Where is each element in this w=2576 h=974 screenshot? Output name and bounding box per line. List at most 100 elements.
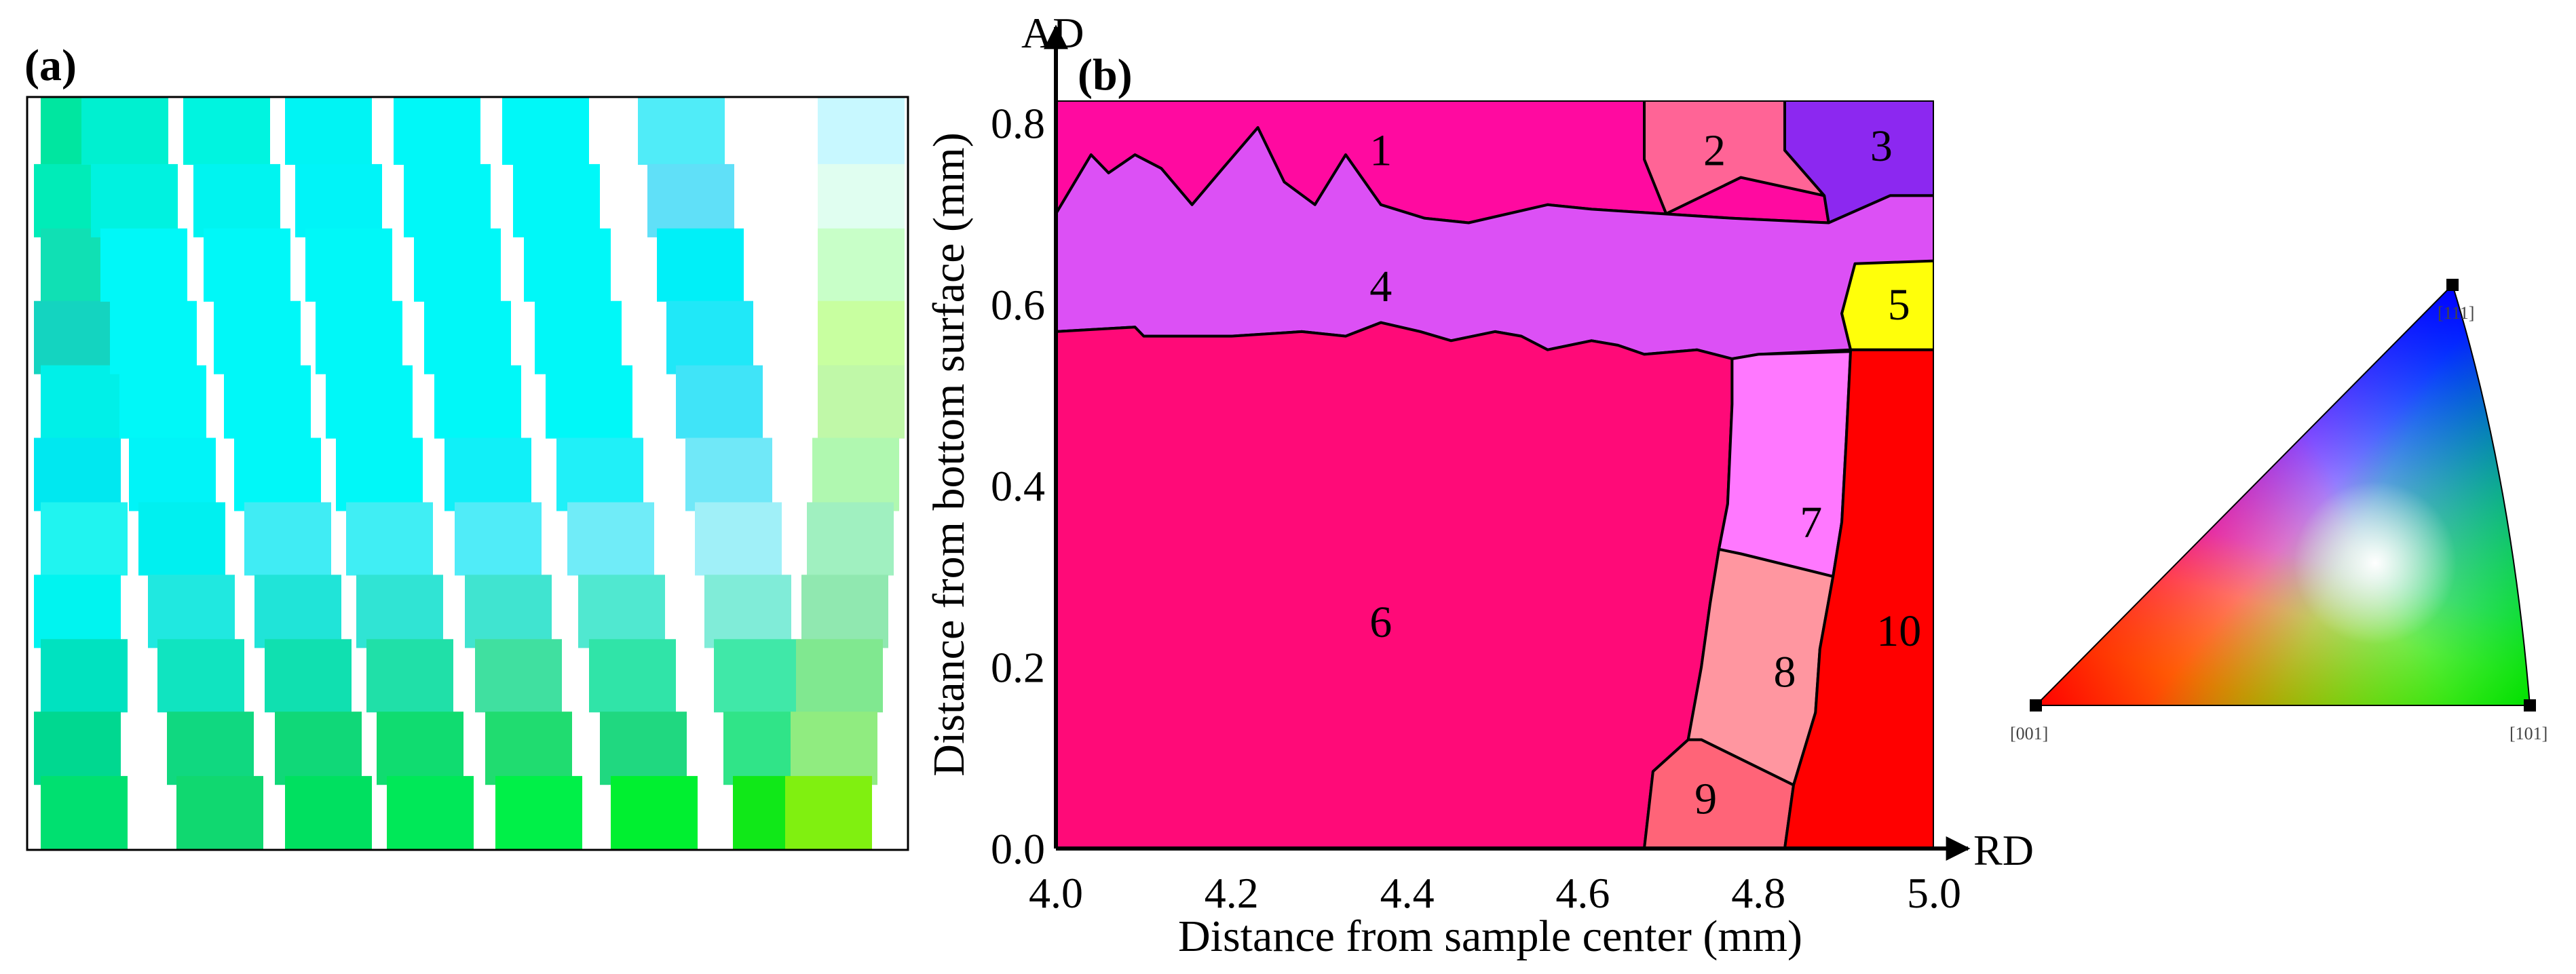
grain-6-region	[1056, 321, 1734, 849]
orientation-cell	[791, 712, 877, 785]
orientation-cell	[818, 365, 905, 439]
orientation-cell	[41, 776, 128, 850]
grain-9-label: 9	[1694, 775, 1717, 824]
orientation-cell	[495, 776, 582, 850]
orientation-cell	[567, 502, 654, 576]
orientation-cell	[275, 712, 362, 785]
panel-b-label: (b)	[1078, 50, 1133, 100]
grain-7-region	[1718, 350, 1853, 578]
orientation-cell	[465, 574, 552, 648]
orientation-cell	[818, 228, 905, 302]
orientation-cell	[377, 712, 463, 785]
ipf-corner-001-marker	[2030, 699, 2042, 712]
ipf-label-001: [001]	[2010, 724, 2048, 743]
orientation-cell	[676, 365, 763, 439]
orientation-cell	[666, 300, 753, 374]
x-tick-labels: 4.0 4.2 4.4 4.6 4.8 5.0	[1029, 869, 1961, 917]
orientation-cell	[254, 574, 341, 648]
orientation-cell	[326, 365, 413, 439]
grain-1-label: 1	[1369, 126, 1392, 176]
orientation-cell	[214, 300, 301, 374]
x-tick-label: 4.0	[1029, 869, 1083, 917]
orientation-cell	[502, 97, 589, 165]
orientation-cell	[485, 712, 572, 785]
orientation-cell	[638, 97, 725, 165]
grain-10-region	[1783, 348, 1934, 849]
ipf-label-111: [111]	[2438, 303, 2474, 323]
orientation-cell	[685, 437, 772, 511]
orientation-cell	[414, 228, 501, 302]
orientation-cell	[455, 502, 542, 576]
orientation-cell	[295, 163, 382, 237]
orientation-cell	[535, 300, 622, 374]
grain-8-label: 8	[1774, 647, 1796, 697]
ipf-label-101: [101]	[2509, 724, 2547, 743]
panel-a-frame	[26, 96, 909, 851]
orientation-cell	[444, 437, 531, 511]
orientation-cell	[224, 365, 311, 439]
x-tick-label: 4.2	[1205, 869, 1259, 917]
orientation-cell	[34, 437, 121, 511]
y-tick-label: 0.8	[991, 99, 1045, 147]
orientation-cell	[366, 639, 453, 713]
orientation-cell	[41, 502, 128, 576]
orientation-cell	[34, 574, 121, 648]
orientation-cell	[193, 163, 280, 237]
y-tick-label: 0.6	[991, 281, 1045, 329]
panel-b: (b) 1 2 3 4 5 6 7 8 9 10 AD RD 4.0 4.2 4.4 4.6 4.8 5.0…	[924, 9, 2034, 961]
y-tick-label: 0.2	[991, 644, 1045, 692]
panel-a-label: (a)	[24, 41, 77, 90]
grain-5-label: 5	[1888, 280, 1910, 330]
orientation-cell	[204, 228, 290, 302]
orientation-cell	[394, 97, 480, 165]
grain-3-label: 3	[1870, 121, 1893, 171]
ipf-corner-101-marker	[2524, 699, 2536, 712]
orientation-cell	[41, 639, 128, 713]
orientation-cell	[138, 502, 225, 576]
ipf-triangle-fill	[2036, 285, 2530, 705]
y-direction-label: AD	[1021, 9, 1084, 57]
orientation-cell	[801, 574, 888, 648]
orientation-cell	[81, 97, 168, 165]
orientation-cell	[285, 776, 372, 850]
orientation-cell	[695, 502, 782, 576]
x-tick-label: 4.6	[1555, 869, 1610, 917]
y-axis-title: Distance from bottom surface (mm)	[924, 132, 974, 776]
orientation-cell-map	[34, 97, 905, 850]
orientation-cell	[234, 437, 321, 511]
y-tick-label: 0.4	[991, 462, 1045, 510]
orientation-cell	[611, 776, 698, 850]
orientation-cell	[336, 437, 423, 511]
orientation-cell	[305, 228, 392, 302]
grain-map	[1056, 100, 1934, 849]
orientation-cell	[183, 97, 270, 165]
orientation-cell	[524, 228, 611, 302]
orientation-cell	[807, 502, 894, 576]
orientation-cell	[110, 300, 197, 374]
orientation-cell	[812, 437, 899, 511]
grain-9-region	[1643, 738, 1795, 849]
orientation-cell	[434, 365, 521, 439]
orientation-cell	[589, 639, 676, 713]
orientation-cell	[119, 365, 206, 439]
orientation-cell	[578, 574, 665, 648]
orientation-cell	[818, 300, 905, 374]
ipf-color-key: [001] [101] [111]	[2010, 279, 2547, 743]
orientation-cell	[818, 163, 905, 237]
orientation-cell	[818, 97, 905, 165]
orientation-cell	[176, 776, 263, 850]
x-tick-label: 4.8	[1731, 869, 1785, 917]
orientation-cell	[100, 228, 187, 302]
orientation-cell	[424, 300, 511, 374]
orientation-cell	[41, 365, 128, 439]
orientation-cell	[404, 163, 491, 237]
y-tick-label: 0.0	[991, 825, 1045, 873]
x-direction-label: RD	[1973, 826, 2034, 874]
x-tick-label: 4.4	[1380, 869, 1435, 917]
orientation-cell	[556, 437, 643, 511]
orientation-cell	[148, 574, 235, 648]
orientation-cell	[546, 365, 632, 439]
orientation-cell	[600, 712, 687, 785]
orientation-cell	[346, 502, 433, 576]
